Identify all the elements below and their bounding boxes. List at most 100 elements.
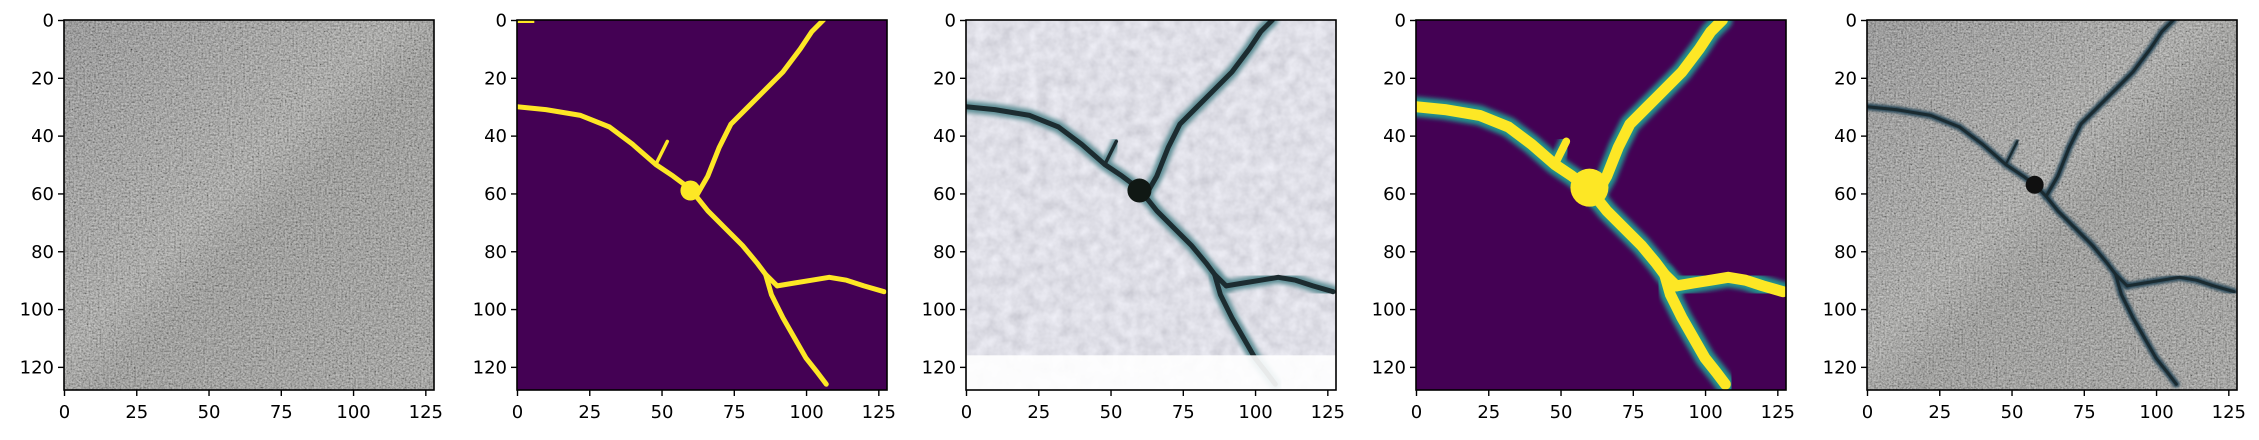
y-tick-label: 20 [933, 68, 956, 89]
predicted-crack-mask: 0 25 50 75 100 125 0 20 40 60 80 100 120 [1372, 11, 1795, 424]
y-tick-label: 60 [1383, 184, 1406, 205]
y-tick-label: 40 [933, 126, 956, 147]
x-tick-label: 100 [336, 402, 370, 423]
axes-frame [1866, 19, 2238, 391]
reconstructed-rgb-output-image [966, 20, 1336, 390]
overlay-crack-on-concrete-image [1867, 20, 2237, 390]
grayscale-concrete-input-image [64, 20, 434, 390]
y-tick-label: 120 [922, 357, 956, 378]
axes-frame [965, 19, 1337, 391]
y-tick-label: 80 [484, 242, 507, 263]
x-tick-label: 125 [1311, 402, 1345, 423]
x-tick-label: 25 [578, 402, 601, 423]
recon-crack-segment [1142, 20, 1275, 199]
y-tick-label: 120 [20, 357, 54, 378]
x-tick-label: 125 [2212, 402, 2246, 423]
y-tick-label: 60 [1834, 184, 1857, 205]
ground-truth-crack-mask-image [517, 20, 887, 390]
pred-crack-blob [1570, 168, 1609, 207]
y-tick-label: 100 [1372, 300, 1406, 321]
recon-crack-segment [1103, 139, 1119, 167]
gt-crack-segment [774, 274, 887, 295]
y-tick-label: 60 [484, 184, 507, 205]
grayscale-concrete-input: 0 25 50 75 100 125 0 20 40 60 80 100 120 [20, 11, 443, 424]
pred-crack-segment [1589, 20, 1728, 202]
y-tick-label: 0 [43, 11, 54, 32]
y-tick-label: 40 [1834, 126, 1857, 147]
reconstructed-rgb-output: 0 25 50 75 100 125 0 20 40 60 80 100 120 [922, 11, 1345, 424]
y-tick-label: 40 [484, 126, 507, 147]
y-tick-label: 120 [1372, 357, 1406, 378]
x-tick-label: 100 [2139, 402, 2173, 423]
pred-crack-segment [1550, 137, 1571, 169]
y-tick-label: 100 [473, 300, 507, 321]
x-tick-label: 75 [1622, 402, 1645, 423]
y-tick-label: 80 [31, 242, 54, 263]
y-tick-label: 100 [922, 300, 956, 321]
concrete-grain [64, 20, 434, 390]
x-tick-label: 50 [2001, 402, 2024, 423]
y-tick-label: 0 [1846, 11, 1857, 32]
gt-crack-segment [763, 271, 829, 387]
crack-junction [2025, 175, 2044, 194]
x-tick-label: 0 [512, 402, 523, 423]
y-tick-label: 40 [31, 126, 54, 147]
x-tick-label: 50 [1100, 402, 1123, 423]
y-tick-label: 20 [31, 68, 54, 89]
overlay-crack-core-segment [2125, 275, 2236, 294]
recon-crack-segment [1223, 274, 1336, 295]
y-tick-label: 80 [933, 242, 956, 263]
y-tick-label: 80 [1383, 242, 1406, 263]
overlay-crack-core-segment [2044, 20, 2175, 198]
x-tick-label: 25 [125, 402, 148, 423]
y-tick-label: 120 [473, 357, 507, 378]
x-tick-label: 25 [1928, 402, 1951, 423]
gt-crack-blob [680, 180, 701, 201]
x-tick-label: 25 [1477, 402, 1500, 423]
axes-frame [516, 19, 888, 391]
gt-crack-segment [654, 139, 670, 167]
x-tick-label: 25 [1027, 402, 1050, 423]
recon-crack-junction [1127, 178, 1152, 203]
x-tick-label: 0 [59, 402, 70, 423]
overlay-crack-on-concrete: 0 25 50 75 100 125 0 20 40 60 80 100 120 [1823, 11, 2246, 424]
overlay-crack-core-segment [2004, 140, 2019, 166]
x-tick-label: 50 [198, 402, 221, 423]
predicted-crack-mask-image [1416, 20, 1786, 390]
y-tick-label: 0 [496, 11, 507, 32]
y-tick-label: 20 [1834, 68, 1857, 89]
x-tick-label: 50 [651, 402, 674, 423]
x-tick-label: 125 [862, 402, 896, 423]
y-tick-label: 60 [31, 184, 54, 205]
y-tick-label: 100 [1823, 300, 1857, 321]
overlay-crack-core-segment [2114, 272, 2178, 386]
gt-crack-segment [693, 20, 826, 199]
y-tick-label: 80 [1834, 242, 1857, 263]
x-tick-label: 125 [1761, 402, 1795, 423]
x-tick-label: 75 [270, 402, 293, 423]
x-tick-label: 50 [1550, 402, 1573, 423]
x-tick-label: 100 [789, 402, 823, 423]
x-tick-label: 100 [1238, 402, 1272, 423]
x-tick-label: 125 [409, 402, 443, 423]
x-tick-label: 0 [1862, 402, 1873, 423]
y-tick-label: 0 [1395, 11, 1406, 32]
y-tick-label: 60 [933, 184, 956, 205]
pred-crack-segment [1659, 268, 1731, 390]
axes-frame [63, 19, 435, 391]
y-tick-label: 120 [1823, 357, 1857, 378]
y-tick-label: 0 [945, 11, 956, 32]
x-tick-label: 0 [961, 402, 972, 423]
x-tick-label: 75 [2073, 402, 2096, 423]
x-tick-label: 0 [1411, 402, 1422, 423]
x-tick-label: 75 [723, 402, 746, 423]
x-tick-label: 75 [1172, 402, 1195, 423]
y-tick-label: 20 [484, 68, 507, 89]
bright-bottom-band [966, 355, 1336, 390]
y-tick-label: 40 [1383, 126, 1406, 147]
axes-frame [1415, 19, 1787, 391]
ground-truth-crack-mask: 0 25 50 75 100 125 0 20 40 60 80 100 120 [473, 11, 896, 424]
y-tick-label: 20 [1383, 68, 1406, 89]
x-tick-label: 100 [1688, 402, 1722, 423]
